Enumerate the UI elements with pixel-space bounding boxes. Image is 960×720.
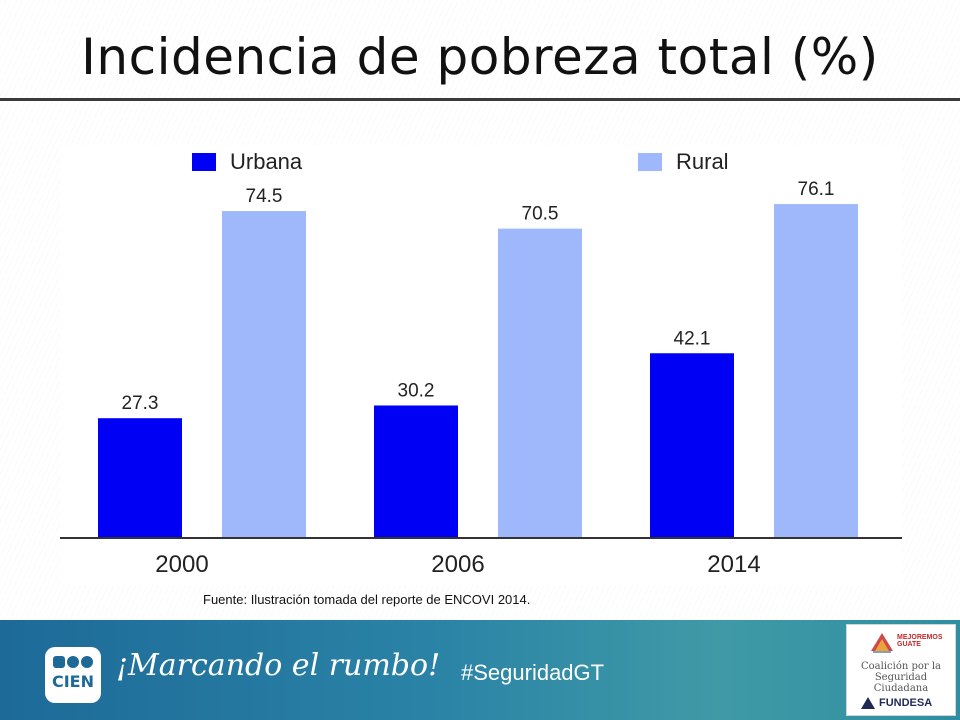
x-tick-2006: 2006 (431, 551, 484, 578)
bar-urbana-2000 (98, 418, 182, 538)
bar-urbana-2014 (650, 353, 734, 538)
bar-rural-2006 (498, 228, 582, 539)
x-tick-2000: 2000 (155, 551, 208, 578)
footer-bar: CIEN ¡Marcando el rumbo! #SeguridadGT ME… (0, 620, 960, 720)
bar-rural-2000 (222, 211, 306, 538)
data-label-rural-2014: 76.1 (798, 179, 835, 200)
bar-urbana-2006 (374, 405, 458, 538)
legend-label-rural: Rural (676, 149, 729, 174)
data-label-urbana-2000: 27.3 (122, 393, 159, 414)
title-divider (0, 98, 960, 101)
source-note: Fuente: Ilustración tomada del reporte d… (203, 592, 531, 607)
cien-logo: CIEN (45, 647, 101, 703)
coalition-line-1: Coalición por la (860, 661, 941, 672)
legend-swatch-urbana (192, 153, 216, 171)
fundesa-text: FUNDESA (879, 697, 933, 709)
chart-panel: Urbana Rural 27.3 74.5 2000 30.2 70.5 2006 42.1 7… (60, 145, 902, 585)
data-label-urbana-2014: 42.1 (674, 328, 711, 349)
motto-text: ¡Marcando el rumbo! (116, 648, 441, 683)
coalition-line-2: Seguridad Ciudadana (873, 672, 929, 694)
cien-logo-text: CIEN (51, 672, 94, 691)
slide-title: Incidencia de pobreza total (%) (81, 28, 879, 86)
x-tick-2014: 2014 (707, 551, 760, 578)
legend-swatch-rural (638, 153, 662, 171)
bar-rural-2014 (774, 204, 858, 538)
hashtag-text: #SeguridadGT (461, 660, 605, 685)
partner-top-text: MEJOREMOS GUATE (897, 634, 943, 648)
legend-label-urbana: Urbana (230, 149, 303, 174)
mejoremos-guate-icon (871, 633, 893, 653)
fundesa-brand: FUNDESA (861, 697, 933, 710)
data-label-urbana-2006: 30.2 (398, 380, 435, 401)
data-label-rural-2006: 70.5 (522, 204, 559, 225)
cien-logo-mark (53, 656, 93, 672)
bar-chart: Urbana Rural 27.3 74.5 2000 30.2 70.5 2006 42.1 7… (60, 149, 902, 578)
partner-logo: MEJOREMOS GUATE Coalición por la Segurid… (846, 624, 956, 716)
fundesa-logo-icon (861, 697, 875, 710)
coalition-text: Coalición por la Seguridad Ciudadana (847, 661, 955, 694)
data-label-rural-2000: 74.5 (246, 186, 283, 207)
